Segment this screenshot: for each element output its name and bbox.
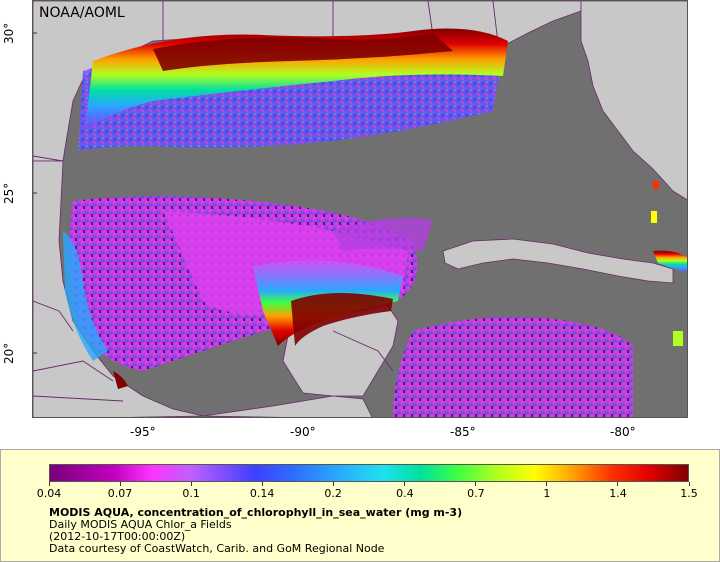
longitude-label-90: -90° bbox=[290, 425, 316, 439]
longitude-label-80: -80° bbox=[610, 425, 636, 439]
colorbar-tick-label: 0.1 bbox=[182, 487, 200, 500]
caption-title: MODIS AQUA, concentration_of_chlorophyll… bbox=[49, 506, 463, 519]
longitude-label-95: -95° bbox=[130, 425, 156, 439]
chlorophyll-field-central bbox=[69, 196, 433, 371]
colorbar-tick-label: 0.4 bbox=[396, 487, 414, 500]
chlorophyll-field-north bbox=[78, 28, 508, 151]
colorbar-tick-mark bbox=[617, 482, 619, 486]
source-label: NOAA/AOML bbox=[39, 5, 125, 21]
chlorophyll-field-caribbean bbox=[393, 316, 633, 417]
caption-credit: Data courtesy of CoastWatch, Carib. and … bbox=[49, 542, 385, 555]
colorbar-tick-mark bbox=[546, 482, 548, 486]
map-panel[interactable]: NOAA/AOML bbox=[32, 0, 688, 418]
legend-panel: 0.04 0.07 0.1 0.14 0.2 0.4 0.7 1 1.4 1.5 MODIS AQ… bbox=[0, 449, 720, 562]
colorbar-tick-mark bbox=[475, 482, 477, 486]
colorbar bbox=[49, 464, 689, 482]
colorbar-tick-label: 1.4 bbox=[609, 487, 627, 500]
latitude-label-20: 20° bbox=[2, 342, 16, 364]
caption-date: (2012-10-17T00:00:00Z) bbox=[49, 530, 186, 543]
colorbar-tick-mark bbox=[190, 482, 192, 486]
colorbar-tick-mark bbox=[119, 482, 121, 486]
colorbar-tick-label: 0.7 bbox=[467, 487, 485, 500]
left-tick-marks bbox=[33, 32, 37, 354]
colorbar-tick-mark bbox=[332, 482, 334, 486]
chlorophyll-field-florida-keys bbox=[651, 181, 687, 346]
colorbar-tick-label: 0.07 bbox=[107, 487, 133, 500]
latitude-label-25: 25° bbox=[2, 182, 16, 204]
caption-dataset: Daily MODIS AQUA Chlor_a Fields bbox=[49, 518, 232, 531]
chlorophyll-field-west-coast bbox=[63, 231, 128, 389]
colorbar-tick-mark bbox=[48, 482, 50, 486]
longitude-label-85: -85° bbox=[450, 425, 476, 439]
colorbar-tick-label: 0.04 bbox=[36, 487, 62, 500]
colorbar-tick-label: 0.2 bbox=[324, 487, 342, 500]
chlorophyll-map[interactable] bbox=[33, 1, 688, 418]
colorbar-tick-mark bbox=[261, 482, 263, 486]
colorbar-tick-mark bbox=[688, 482, 690, 486]
colorbar-tick-mark bbox=[404, 482, 406, 486]
colorbar-tick-label: 0.14 bbox=[249, 487, 275, 500]
colorbar-tick-label: 1 bbox=[543, 487, 551, 500]
latitude-label-30: 30° bbox=[2, 22, 16, 44]
colorbar-tick-label: 1.5 bbox=[680, 487, 698, 500]
